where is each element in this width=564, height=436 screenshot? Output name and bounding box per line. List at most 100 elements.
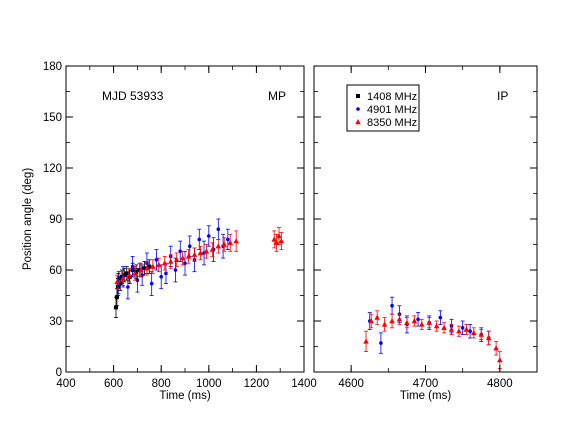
data-point <box>478 331 485 337</box>
x-tick-label: 4700 <box>413 378 439 390</box>
data-point <box>363 338 369 344</box>
data-point <box>485 335 492 341</box>
data-point <box>493 345 499 351</box>
data-point <box>197 237 202 242</box>
data-point <box>463 326 470 332</box>
data-point <box>173 256 180 262</box>
data-point <box>124 271 129 276</box>
data-point <box>227 239 234 245</box>
data-point <box>456 328 462 334</box>
data-point <box>215 243 222 249</box>
data-point <box>441 324 447 330</box>
series-8350-mhz <box>363 310 503 370</box>
panel-label: IP <box>497 89 508 103</box>
data-point <box>161 260 168 266</box>
data-point <box>179 255 186 261</box>
data-point <box>149 281 154 286</box>
x-tick-label: 600 <box>104 378 123 390</box>
data-point <box>273 239 280 245</box>
data-point <box>156 261 162 268</box>
data-point <box>389 318 395 324</box>
series-8350-mhz <box>114 227 285 290</box>
data-point <box>276 233 282 239</box>
data-point <box>411 318 418 324</box>
data-point <box>226 237 230 242</box>
data-point <box>167 258 174 264</box>
data-point <box>433 323 440 329</box>
legend-marker <box>355 119 361 125</box>
data-point <box>379 341 383 345</box>
data-point <box>368 318 375 324</box>
data-point <box>178 249 183 254</box>
data-point <box>468 329 472 334</box>
y-tick-label: 0 <box>56 367 62 379</box>
legend-marker <box>356 107 360 111</box>
data-point <box>113 305 118 310</box>
panel-label: MP <box>268 89 286 103</box>
data-point <box>183 261 187 266</box>
x-tick-label: 1200 <box>244 378 270 390</box>
legend-label: 1408 MHz <box>367 91 417 103</box>
data-point <box>187 244 192 248</box>
y-tick-label: 30 <box>49 316 62 328</box>
data-point <box>164 271 168 276</box>
data-point <box>426 319 433 325</box>
x-axis-label: Time (ms) <box>159 390 210 402</box>
data-point <box>191 251 198 257</box>
data-point <box>154 258 159 262</box>
data-point <box>207 234 211 238</box>
data-point <box>271 236 278 242</box>
data-point <box>126 285 130 289</box>
y-axis-label: Position angle (deg) <box>22 168 34 270</box>
data-point <box>114 295 119 300</box>
data-point <box>396 316 403 322</box>
data-point <box>471 329 477 336</box>
legend-label: 4901 MHz <box>367 104 417 116</box>
data-point <box>142 266 147 271</box>
x-tick-label: 4600 <box>338 378 364 390</box>
data-point <box>120 275 126 281</box>
x-tick-label: 400 <box>56 378 75 390</box>
data-point <box>130 264 135 269</box>
data-point <box>114 278 120 285</box>
data-point <box>209 246 216 252</box>
plot-frame <box>65 65 305 373</box>
data-point <box>381 321 388 327</box>
legend-label: 8350 MHz <box>367 117 417 129</box>
y-tick-label: 120 <box>43 163 62 175</box>
x-tick-label: 4800 <box>487 378 513 390</box>
x-tick-label: 1400 <box>291 378 317 390</box>
legend-marker <box>356 94 360 98</box>
data-point <box>197 250 204 256</box>
data-point <box>438 315 443 320</box>
data-point <box>144 265 150 271</box>
data-point <box>147 264 152 269</box>
data-point <box>173 268 178 272</box>
data-point <box>390 303 394 308</box>
data-point <box>203 248 210 254</box>
y-tick-label: 150 <box>43 112 62 124</box>
data-point <box>132 270 138 276</box>
data-point <box>374 314 380 320</box>
x-axis-label: Time (ms) <box>400 390 451 402</box>
data-point <box>126 272 132 278</box>
epoch-annotation: MJD 53933 <box>102 89 164 103</box>
data-point <box>233 238 239 244</box>
data-point <box>278 238 285 244</box>
data-point <box>122 273 127 278</box>
data-point <box>448 326 455 332</box>
data-point <box>115 285 120 289</box>
data-point <box>221 241 228 247</box>
data-point <box>404 319 410 325</box>
data-point <box>159 275 163 279</box>
x-tick-label: 800 <box>152 378 171 390</box>
data-point <box>418 321 425 327</box>
data-point <box>185 253 192 259</box>
data-point <box>497 357 503 363</box>
series-4901-mhz <box>116 218 230 300</box>
y-tick-label: 90 <box>49 214 62 226</box>
data-point <box>138 267 144 273</box>
